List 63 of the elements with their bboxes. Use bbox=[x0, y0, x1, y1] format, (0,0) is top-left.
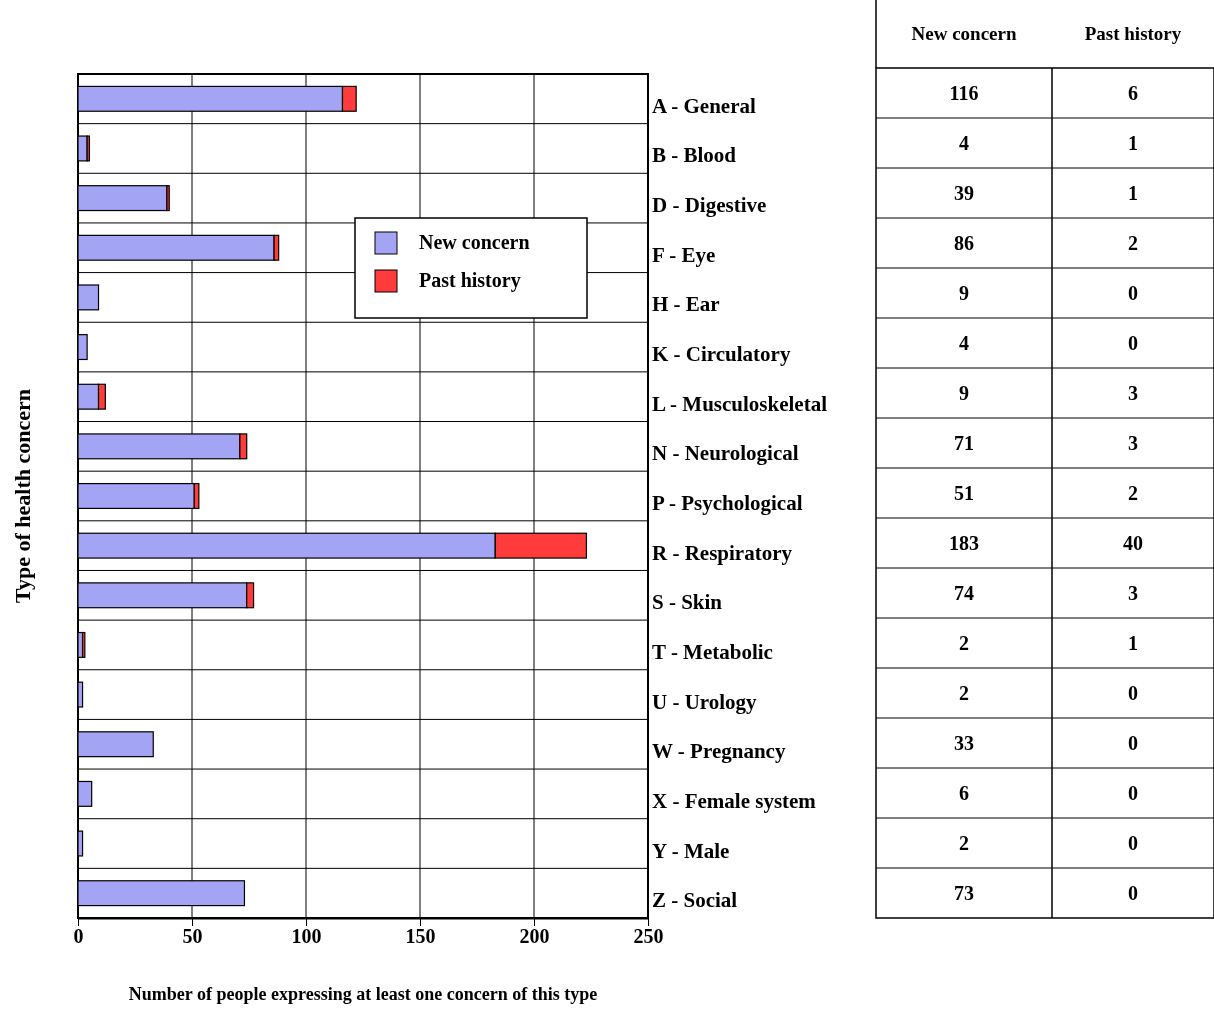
y-tick-label: H - Ear bbox=[652, 292, 720, 317]
x-tick-label: 200 bbox=[519, 925, 550, 948]
data-label: 33 bbox=[954, 732, 974, 754]
data-label: 0 bbox=[1128, 832, 1138, 854]
y-tick-label: L - Musculoskeletal bbox=[652, 391, 828, 416]
data-label: 116 bbox=[949, 82, 979, 104]
y-tick-label: K - Circulatory bbox=[652, 342, 791, 367]
data-label: 86 bbox=[954, 232, 974, 254]
y-tick-label: F - Eye bbox=[652, 242, 716, 267]
data-label: 0 bbox=[1128, 282, 1138, 304]
data-label: 74 bbox=[954, 582, 974, 604]
data-label: 73 bbox=[954, 882, 974, 904]
y-tick-label: P - Psychological bbox=[652, 491, 803, 515]
y-tick-label: W - Pregnancy bbox=[652, 739, 786, 764]
y-tick-label: R - Respiratory bbox=[652, 540, 793, 565]
y-tick-label: N - Neurological bbox=[652, 441, 799, 466]
y-axis-title: Type of health concern bbox=[10, 388, 35, 604]
data-label: 6 bbox=[959, 782, 969, 804]
text: Past history bbox=[1084, 23, 1182, 44]
data-label: 1 bbox=[1128, 132, 1138, 154]
data-label: 0 bbox=[1128, 732, 1138, 754]
data-label: 2 bbox=[1128, 232, 1138, 254]
data-label: 2 bbox=[959, 632, 969, 654]
x-tick-label: 100 bbox=[291, 925, 322, 948]
y-tick-label: U - Urology bbox=[652, 689, 758, 714]
data-label: 0 bbox=[1128, 332, 1138, 354]
y-tick-label: A - General bbox=[652, 93, 756, 118]
legend-label: Past history bbox=[419, 269, 521, 292]
x-axis-title: Number of people expressing at least one concern of this type bbox=[128, 984, 598, 1004]
data-label: 71 bbox=[954, 432, 974, 454]
data-label: 0 bbox=[1128, 682, 1138, 704]
data-label: 183 bbox=[949, 532, 979, 554]
y-tick-label: X - Female system bbox=[652, 788, 817, 813]
data-label: 6 bbox=[1128, 82, 1138, 104]
data-label: 4 bbox=[959, 332, 969, 354]
data-label: 40 bbox=[1123, 532, 1143, 554]
x-tick-label: 50 bbox=[182, 925, 203, 948]
text: New concern bbox=[911, 23, 1017, 44]
y-tick-label: D - Digestive bbox=[652, 193, 767, 218]
data-label: 51 bbox=[954, 482, 974, 504]
x-tick-label: 250 bbox=[633, 925, 664, 948]
legend-label: New concern bbox=[419, 231, 530, 253]
data-label: 1 bbox=[1128, 182, 1138, 204]
data-label: 2 bbox=[959, 682, 969, 704]
data-label: 1 bbox=[1128, 632, 1138, 654]
x-tick-label: 0 bbox=[73, 925, 84, 948]
data-label: 2 bbox=[959, 832, 969, 854]
data-label: 3 bbox=[1128, 582, 1138, 604]
data-label: 3 bbox=[1128, 382, 1138, 404]
y-tick-label: S - Skin bbox=[652, 590, 723, 615]
data-label: 2 bbox=[1128, 482, 1138, 504]
data-label: 9 bbox=[959, 282, 969, 304]
x-tick-label: 150 bbox=[405, 925, 436, 948]
data-label: 3 bbox=[1128, 432, 1138, 454]
data-label: 9 bbox=[959, 382, 969, 404]
y-tick-label: B - Blood bbox=[652, 143, 737, 168]
y-tick-label: Z - Social bbox=[652, 888, 738, 913]
data-label: 0 bbox=[1128, 882, 1138, 904]
data-label: 0 bbox=[1128, 782, 1138, 804]
y-tick-label: T - Metabolic bbox=[652, 639, 773, 664]
data-label: 4 bbox=[959, 132, 969, 154]
data-label: 39 bbox=[954, 182, 974, 204]
y-tick-label: Y - Male bbox=[652, 838, 730, 863]
